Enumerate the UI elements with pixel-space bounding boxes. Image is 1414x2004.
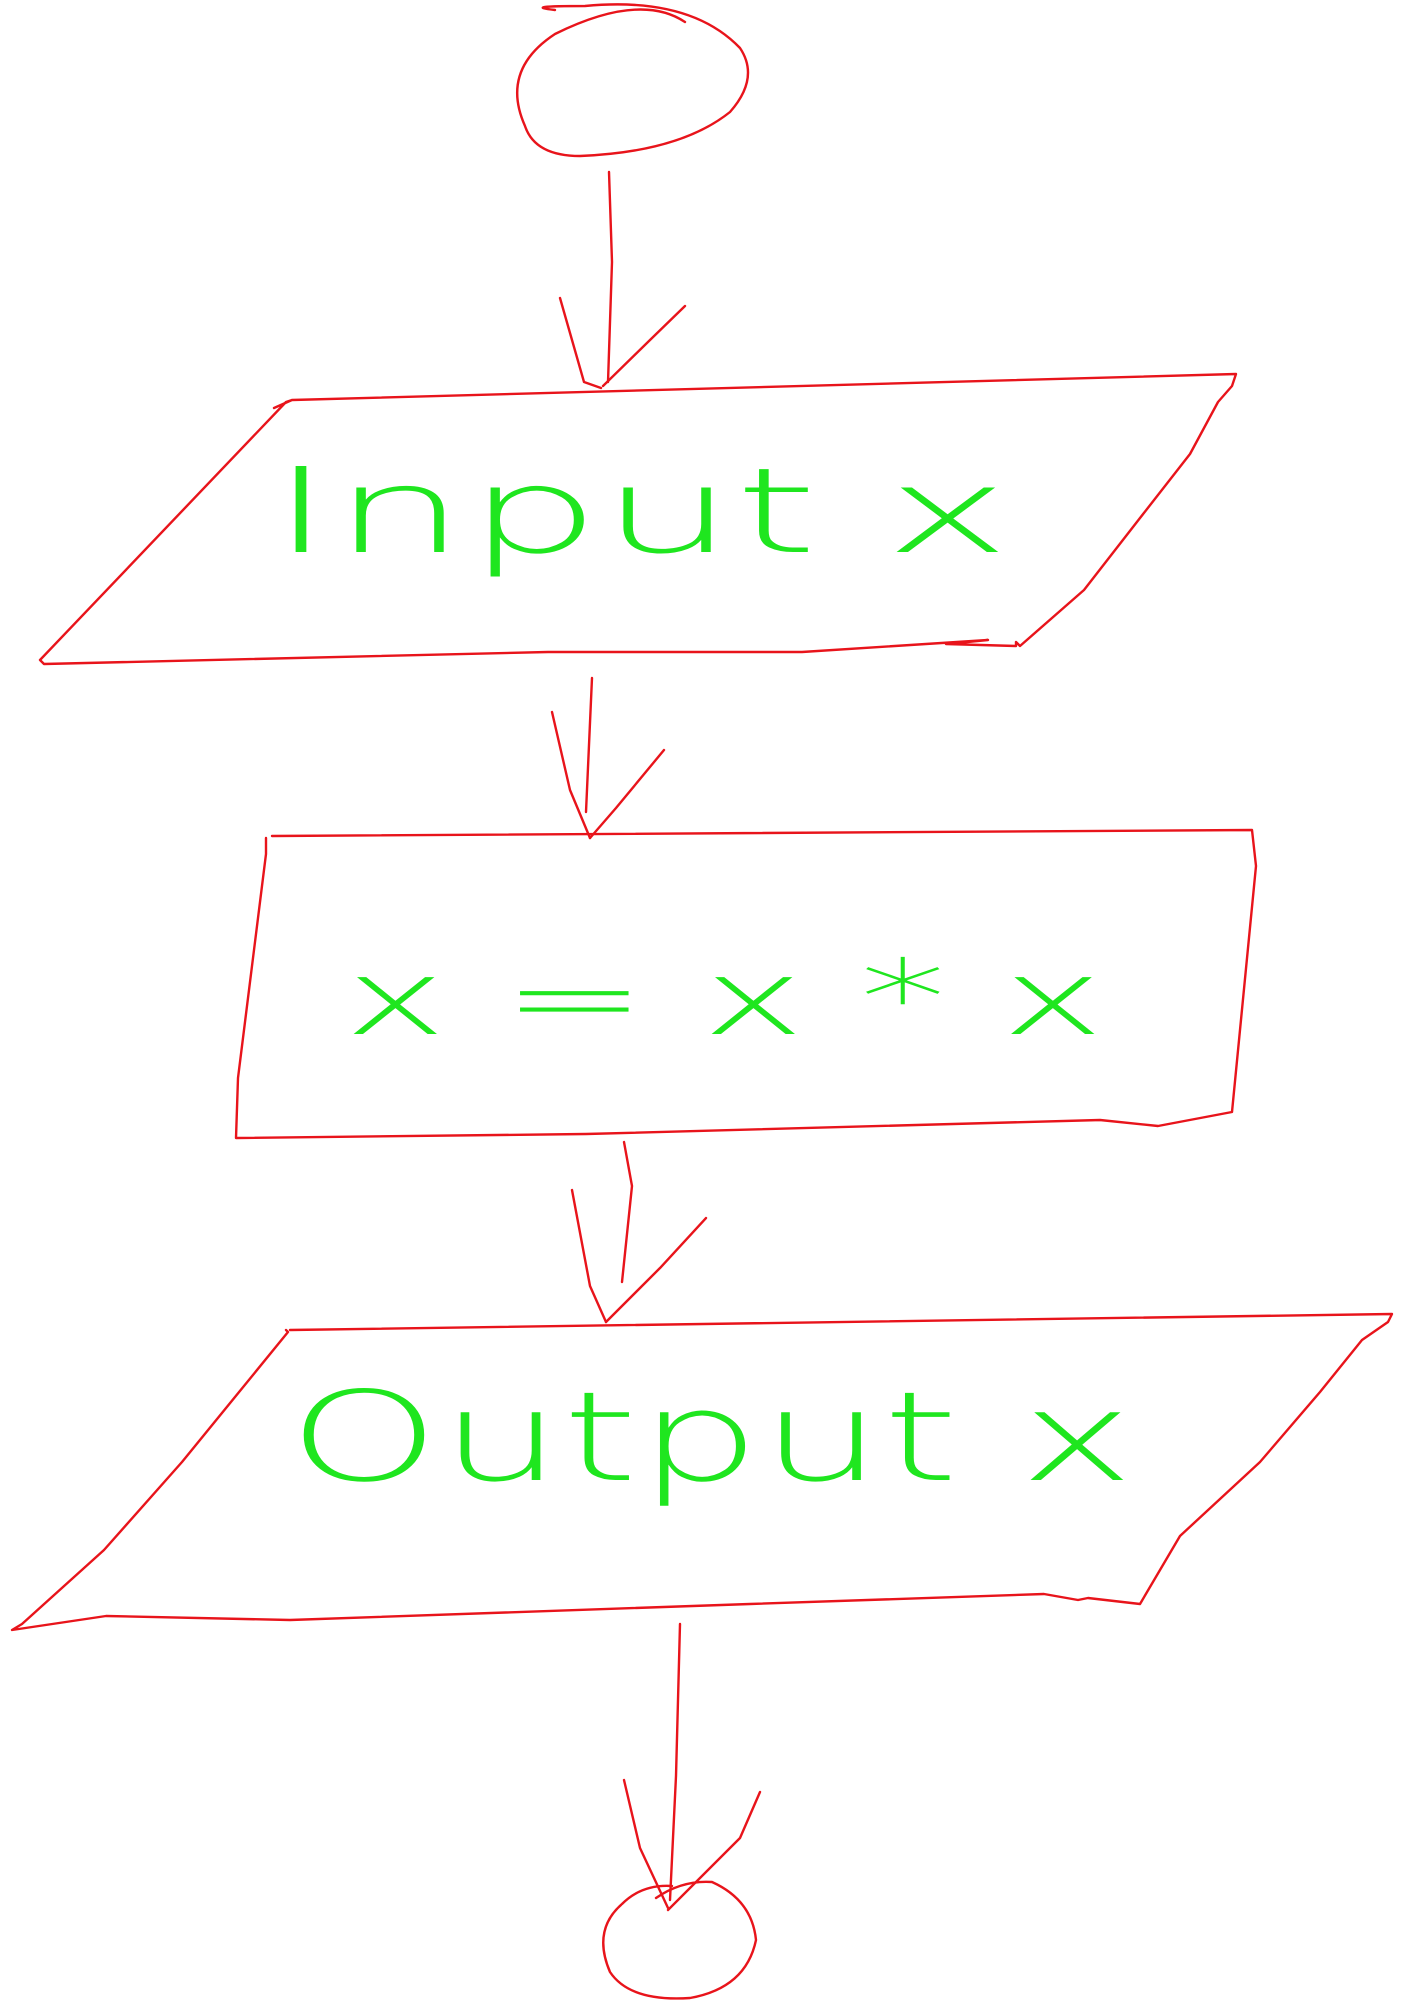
process-node: x = x * x <box>234 828 1258 1140</box>
end-terminator <box>602 1880 758 2000</box>
arrowhead-right <box>588 748 666 840</box>
arrow-process-to-output <box>570 1140 708 1324</box>
process-rectangle-outline <box>234 828 1258 1140</box>
arrowhead-left <box>622 1778 670 1910</box>
arrow-shaft <box>606 170 614 384</box>
input-node: Input x <box>38 372 1238 666</box>
arrowhead-right <box>666 1790 762 1912</box>
input-parallelogram-outline <box>38 372 1238 666</box>
start-terminator <box>516 3 750 158</box>
arrow-shaft <box>584 676 594 814</box>
output-parallelogram-outline <box>10 1312 1394 1632</box>
arrow-output-to-end <box>622 1622 762 1912</box>
arrowhead-left <box>558 296 603 390</box>
arrow-start-to-input <box>558 170 687 390</box>
arrowhead-left <box>570 1188 608 1324</box>
output-label: Output x <box>288 1366 1134 1510</box>
start-oval-outline <box>516 3 750 158</box>
input-label: Input x <box>270 442 1010 580</box>
arrow-input-to-process <box>550 676 666 840</box>
end-oval-outline <box>602 1880 758 2000</box>
arrowhead-right <box>601 304 687 388</box>
arrow-shaft <box>668 1622 682 1902</box>
arrowhead-left <box>550 710 592 840</box>
arrowhead-right <box>604 1216 708 1324</box>
process-label: x = x * x <box>344 937 1104 1059</box>
arrow-shaft <box>620 1140 634 1284</box>
output-node: Output x <box>10 1312 1394 1632</box>
